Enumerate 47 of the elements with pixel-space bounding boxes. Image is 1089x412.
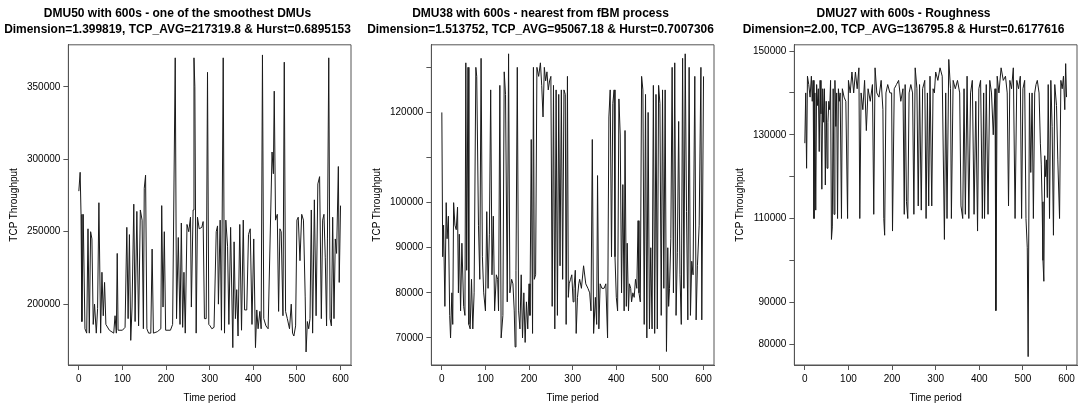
x-tick-label: 500 bbox=[651, 372, 669, 384]
x-tick-label: 500 bbox=[1014, 372, 1032, 384]
y-tick-label: 300000 bbox=[26, 153, 61, 165]
y-tick-label: 130000 bbox=[752, 128, 787, 140]
x-tick-label: 600 bbox=[1058, 372, 1076, 384]
x-tick-label: 500 bbox=[288, 372, 306, 384]
y-tick-label: 90000 bbox=[758, 295, 787, 307]
y-tick-label: 100000 bbox=[389, 196, 424, 208]
chart-subtitle: Dimension=2.00, TCP_AVG=136795.8 & Hurst=0.6177616 bbox=[742, 21, 1065, 36]
chart-subtitle: Dimension=1.513752, TCP_AVG=95067.18 & Hurst=0.7007306 bbox=[367, 21, 715, 36]
x-tick-label: 400 bbox=[607, 372, 626, 384]
x-tick-label: 200 bbox=[883, 372, 901, 384]
x-tick-label: 400 bbox=[244, 372, 263, 384]
y-tick-label: 350000 bbox=[26, 80, 61, 92]
chart-subtitle: Dimension=1.399819, TCP_AVG=217319.8 & Hurst=0.6895153 bbox=[4, 21, 352, 36]
x-tick-label: 100 bbox=[114, 372, 132, 384]
y-tick-label: 80000 bbox=[395, 286, 424, 298]
y-tick-label: 120000 bbox=[389, 106, 424, 118]
chart-title: DMU27 with 600s - Roughness bbox=[816, 5, 991, 20]
x-tick-label: 100 bbox=[840, 372, 858, 384]
x-tick-label: 200 bbox=[520, 372, 538, 384]
x-tick-label: 300 bbox=[927, 372, 945, 384]
y-tick-label: 70000 bbox=[395, 331, 424, 343]
x-tick-label: 600 bbox=[332, 372, 350, 384]
y-tick-label: 200000 bbox=[26, 297, 61, 309]
x-tick-label: 300 bbox=[201, 372, 219, 384]
y-tick-label: 110000 bbox=[753, 212, 787, 224]
x-axis-title: Time period bbox=[183, 391, 236, 403]
y-tick-label: 90000 bbox=[395, 241, 424, 253]
chart-title: DMU50 with 600s - one of the smoothest DMUs bbox=[43, 5, 312, 20]
y-tick-label: 80000 bbox=[758, 337, 787, 349]
x-axis-title: Time period bbox=[909, 391, 962, 403]
x-axis-title: Time period bbox=[546, 391, 599, 403]
y-axis-title: TCP Throughput bbox=[7, 167, 19, 242]
y-tick-label: 250000 bbox=[26, 225, 61, 237]
chart-title: DMU38 with 600s - nearest from fBM process bbox=[412, 5, 670, 20]
y-axis-title: TCP Throughput bbox=[370, 167, 382, 242]
x-tick-label: 0 bbox=[439, 372, 446, 384]
x-tick-label: 200 bbox=[157, 372, 175, 384]
x-tick-label: 100 bbox=[477, 372, 495, 384]
x-tick-label: 0 bbox=[802, 372, 809, 384]
y-tick-label: 150000 bbox=[752, 44, 787, 56]
x-tick-label: 0 bbox=[76, 372, 83, 384]
x-tick-label: 400 bbox=[970, 372, 989, 384]
y-axis-title: TCP Throughput bbox=[733, 167, 745, 242]
x-tick-label: 300 bbox=[564, 372, 582, 384]
x-tick-label: 600 bbox=[695, 372, 713, 384]
